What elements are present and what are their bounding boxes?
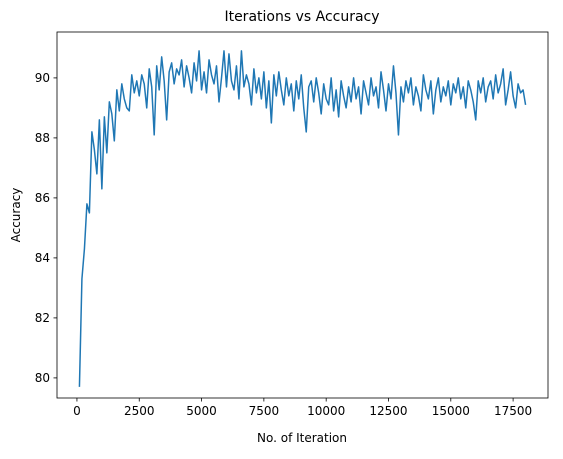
x-tick-label: 17500 [494, 404, 532, 418]
plot-frame [56, 31, 549, 399]
x-tick-label: 12500 [369, 404, 407, 418]
data-line [78, 50, 527, 387]
x-axis-label: No. of Iteration [257, 431, 347, 445]
x-tick-label: 5000 [186, 404, 217, 418]
x-tick-label: 15000 [432, 404, 470, 418]
x-tick-label: 2500 [124, 404, 155, 418]
chart-title: Iterations vs Accuracy [224, 9, 379, 25]
y-axis-label: Accuracy [9, 188, 23, 243]
y-tick-label: 90 [35, 71, 50, 85]
y-tick-label: 84 [35, 251, 50, 265]
y-tick-label: 82 [35, 311, 50, 325]
y-tick-label: 86 [35, 191, 50, 205]
y-tick-label: 80 [35, 371, 50, 385]
x-tick-label: 10000 [307, 404, 345, 418]
x-tick-label: 7500 [249, 404, 280, 418]
y-tick-label: 88 [35, 131, 50, 145]
x-tick-label: 0 [73, 404, 81, 418]
